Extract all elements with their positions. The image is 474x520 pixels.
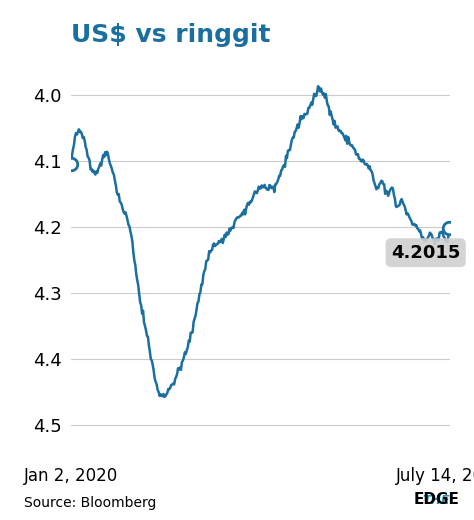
Text: 4.2015: 4.2015 bbox=[391, 244, 460, 262]
Text: THE: THE bbox=[423, 494, 450, 507]
Text: Source: Bloomberg: Source: Bloomberg bbox=[24, 496, 156, 510]
Text: US$ vs ringgit: US$ vs ringgit bbox=[71, 22, 271, 47]
Text: EDGE: EDGE bbox=[414, 492, 460, 507]
